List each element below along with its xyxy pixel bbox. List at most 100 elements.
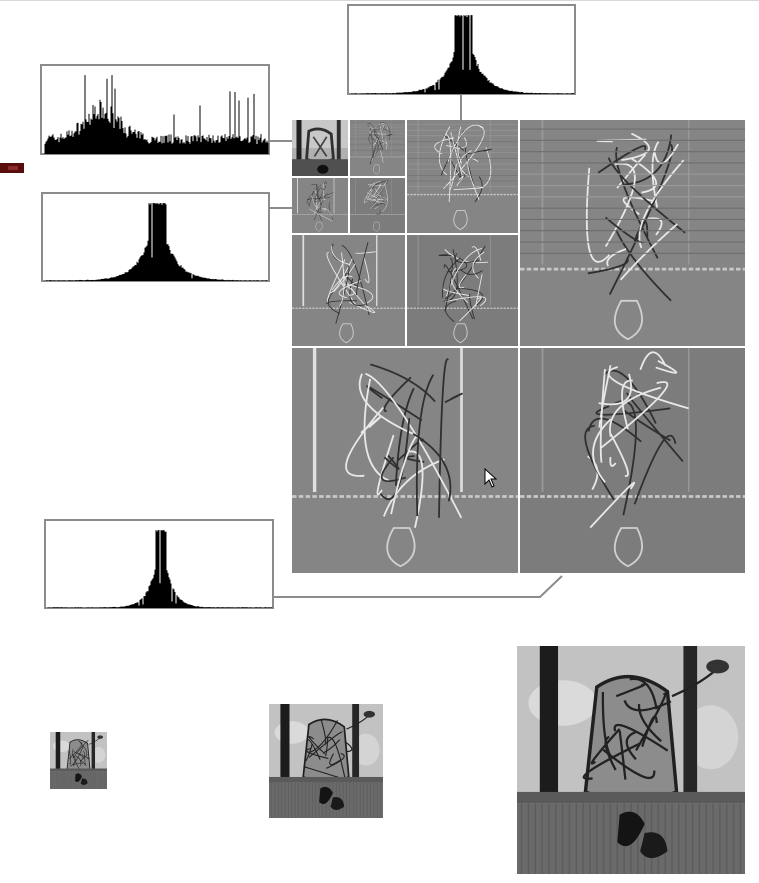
edge-stroke (438, 126, 451, 176)
image-part (601, 691, 612, 756)
edge-stroke (315, 209, 322, 221)
edge-stroke (366, 123, 383, 151)
edge-stroke (376, 210, 381, 215)
edge-stroke (325, 300, 358, 305)
edge-stroke (456, 287, 484, 306)
edge-stroke (459, 150, 472, 178)
image-part (329, 753, 341, 766)
edge-stroke (415, 374, 435, 517)
edge-stroke (383, 376, 412, 413)
edge-stroke (474, 176, 483, 203)
edge-stroke (306, 184, 322, 205)
edge-stroke (614, 228, 672, 302)
image-part (635, 692, 667, 751)
edge-stroke (373, 136, 384, 163)
edge-stroke (372, 164, 381, 175)
edge-stroke (589, 481, 636, 529)
edge-stroke (341, 244, 370, 316)
image-part (75, 755, 82, 767)
image-part (623, 699, 672, 712)
edge-stroke (458, 274, 467, 289)
edge-stroke (598, 373, 632, 406)
edge-stroke (597, 145, 647, 174)
edge-stroke (324, 181, 327, 185)
edge-stroke (646, 217, 663, 236)
image-part (629, 677, 658, 710)
image-part (80, 759, 87, 766)
edge-stroke (475, 274, 483, 307)
edge-stroke (459, 268, 483, 275)
image-part (637, 704, 662, 743)
edge-stroke (339, 252, 345, 307)
edge-stroke (369, 130, 387, 135)
edge-stroke (453, 323, 468, 344)
edge-stroke (313, 189, 318, 214)
image-part (683, 705, 739, 770)
edge-stroke (443, 264, 474, 320)
edge-stroke (369, 180, 381, 188)
edge-stroke (520, 120, 745, 346)
edge-stroke (368, 189, 373, 198)
edge-stroke (367, 192, 383, 201)
edge-stroke (453, 209, 468, 231)
top-rule (0, 0, 759, 1)
histogram-level3-detail (41, 192, 270, 282)
level1-horizontal-detail (520, 120, 745, 346)
edge-stroke (331, 246, 351, 265)
image-part (613, 723, 669, 752)
level1-diagonal-detail (520, 348, 745, 573)
edge-stroke (633, 434, 677, 505)
edge-stroke (355, 242, 369, 296)
image-part (583, 675, 679, 803)
edge-stroke (380, 122, 391, 133)
edge-stroke (328, 201, 334, 221)
edge-stroke (350, 120, 405, 176)
edge-stroke (469, 293, 475, 320)
edge-stroke (292, 178, 348, 233)
edge-stroke (311, 195, 321, 209)
image-part (307, 739, 321, 760)
edge-stroke (621, 132, 651, 161)
edge-stroke (327, 291, 341, 314)
detail-texture (350, 120, 405, 176)
image-part (517, 791, 745, 804)
edge-stroke (344, 273, 359, 289)
edge-stroke (444, 392, 463, 404)
edge-stroke (386, 133, 393, 137)
vase-image (269, 704, 383, 818)
edge-stroke (412, 432, 452, 502)
edge-stroke (624, 134, 673, 186)
level3-diagonal-detail (350, 178, 405, 233)
edge-stroke (456, 175, 464, 186)
edge-stroke (619, 223, 678, 281)
edge-stroke (314, 187, 322, 205)
image-part (617, 811, 645, 847)
image-part (72, 748, 80, 770)
edge-stroke (370, 181, 387, 198)
image-part (55, 732, 61, 770)
vase-image (292, 120, 348, 176)
image-part (72, 745, 84, 766)
image-part (308, 731, 343, 758)
image-part (50, 768, 107, 772)
edge-stroke (587, 257, 629, 275)
edge-stroke (615, 146, 659, 259)
level3-approximation (292, 120, 348, 176)
image-part (70, 754, 76, 767)
mouse-cursor-icon (484, 468, 498, 488)
edge-stroke (450, 132, 463, 176)
reconstruction-medium (269, 704, 383, 818)
image-part (327, 736, 346, 780)
edge-stroke (331, 275, 353, 290)
image-part (615, 683, 646, 698)
image-part (352, 733, 380, 766)
histogram-bars (45, 203, 269, 281)
image-part (269, 776, 383, 783)
image-part (324, 739, 341, 753)
edge-stroke (368, 124, 381, 145)
edge-stroke (292, 235, 405, 346)
level2-horizontal-detail (407, 120, 518, 233)
edge-stroke (613, 299, 643, 341)
image-part (72, 762, 84, 766)
image-part (582, 741, 642, 780)
